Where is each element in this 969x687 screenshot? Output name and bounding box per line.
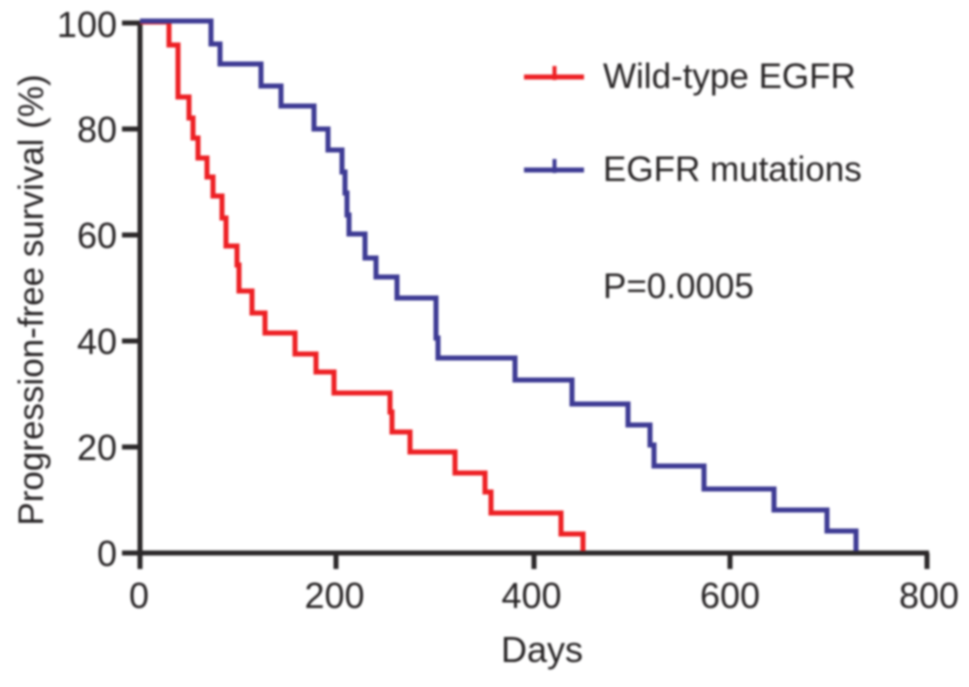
svg-text:EGFR mutations: EGFR mutations (603, 150, 862, 189)
svg-text:60: 60 (77, 215, 117, 256)
svg-text:800: 800 (899, 575, 959, 616)
svg-text:Wild-type EGFR: Wild-type EGFR (603, 57, 856, 96)
svg-text:600: 600 (700, 575, 760, 616)
svg-text:P=0.0005: P=0.0005 (603, 267, 754, 306)
svg-text:80: 80 (77, 109, 117, 150)
svg-text:40: 40 (77, 321, 117, 362)
svg-text:100: 100 (57, 4, 117, 45)
svg-text:400: 400 (501, 575, 561, 616)
svg-text:Progression-free survival (%): Progression-free survival (%) (12, 74, 51, 525)
svg-text:20: 20 (77, 427, 117, 468)
svg-text:200: 200 (304, 575, 364, 616)
svg-text:0: 0 (129, 575, 149, 616)
svg-text:Days: Days (501, 629, 583, 670)
svg-text:0: 0 (97, 533, 117, 574)
